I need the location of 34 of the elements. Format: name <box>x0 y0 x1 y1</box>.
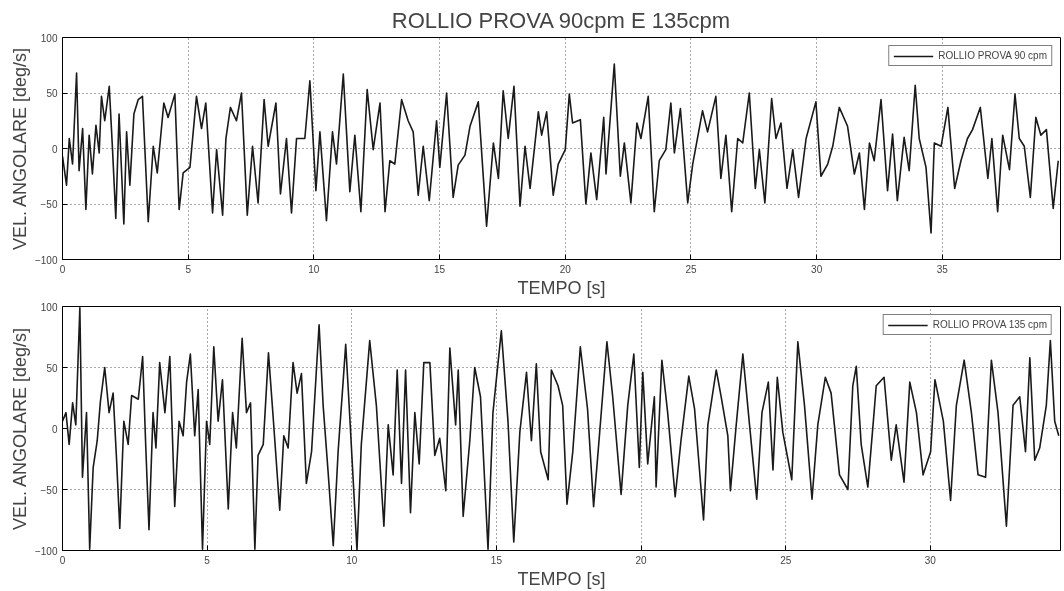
x-axis-title: TEMPO [s] <box>517 277 606 298</box>
line-series <box>62 306 1060 551</box>
y-tick-label: −50 <box>40 484 58 496</box>
y-axis-title: VEL. ANGOLARE [deg/s] <box>9 327 30 531</box>
y-tick-label: −50 <box>40 199 58 210</box>
legend-label: ROLLIO PROVA 135 cpm <box>932 319 1047 330</box>
x-tick-label: 25 <box>685 263 697 275</box>
legend-label: ROLLIO PROVA 90 cpm <box>938 50 1047 61</box>
line-series <box>62 63 1060 234</box>
x-tick-label: 5 <box>204 554 211 566</box>
y-tick-label: 100 <box>40 32 58 44</box>
y-tick-label: 50 <box>46 88 58 99</box>
chart-title: ROLLIO PROVA 90cpm E 135cpm <box>391 7 731 33</box>
y-tick-label: 100 <box>40 301 58 313</box>
y-axis-title: VEL. ANGOLARE [deg/s] <box>9 47 30 251</box>
x-tick-label: 30 <box>811 263 823 275</box>
y-tick-label: 0 <box>51 143 58 155</box>
x-tick-label: 20 <box>559 263 572 275</box>
x-tick-label: 25 <box>780 554 792 566</box>
x-tick-label: 30 <box>924 554 937 566</box>
x-tick-label: 0 <box>59 554 66 566</box>
x-tick-label: 10 <box>308 263 320 275</box>
x-tick-label: 15 <box>490 554 503 566</box>
y-tick-label: 50 <box>46 362 58 374</box>
x-tick-label: 5 <box>185 263 192 275</box>
x-tick-label: 15 <box>434 263 446 275</box>
x-axis-title: TEMPO [s] <box>517 568 606 589</box>
x-tick-label: 0 <box>59 263 66 275</box>
y-tick-label: −100 <box>34 545 58 557</box>
x-tick-label: 35 <box>936 263 949 275</box>
x-tick-label: 10 <box>346 554 358 566</box>
x-tick-label: 20 <box>635 554 648 566</box>
y-tick-label: −100 <box>34 254 58 266</box>
y-tick-label: 0 <box>51 423 58 435</box>
